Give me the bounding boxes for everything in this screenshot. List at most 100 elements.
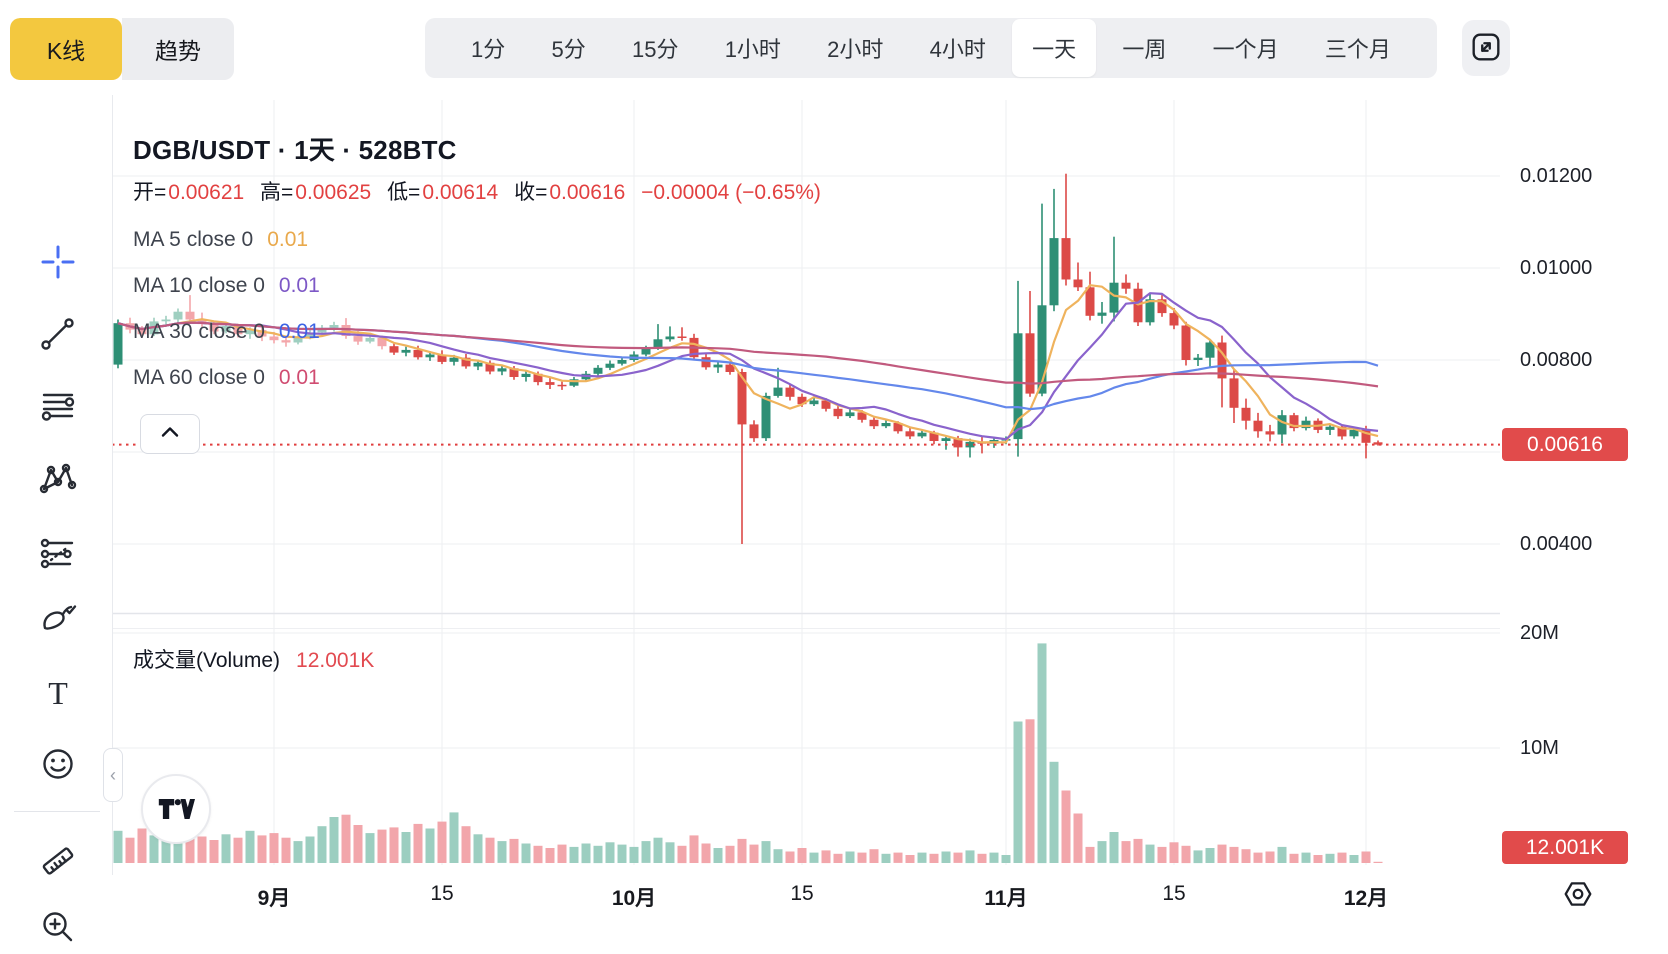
tool-brush-button[interactable] — [34, 594, 82, 642]
crosshair-icon — [38, 242, 78, 285]
timeframe-一天[interactable]: 一天 — [1012, 19, 1097, 77]
timeframe-5分[interactable]: 5分 — [531, 19, 605, 77]
volume-bar — [485, 837, 495, 863]
vertical-grid — [273, 100, 1367, 865]
kline-button[interactable]: K线 — [10, 18, 122, 80]
volume-bar — [437, 821, 447, 863]
volume-bar — [317, 826, 327, 863]
tool-emoji-button[interactable] — [34, 741, 82, 789]
volume-bar — [869, 849, 879, 863]
volume-legend: 成交量(Volume) 12.001K — [133, 644, 374, 674]
tool-trend-line-button[interactable] — [34, 311, 82, 359]
volume-bar — [977, 853, 987, 863]
candle — [845, 409, 855, 418]
timeframe-1小时[interactable]: 1小时 — [705, 19, 801, 77]
volume-bar — [449, 812, 459, 863]
toolbar-collapse-handle[interactable]: ‹ — [103, 748, 123, 802]
time-axis-label: 15 — [1162, 882, 1186, 905]
volume-bar — [605, 842, 615, 863]
timeframe-1分[interactable]: 1分 — [451, 19, 525, 77]
ma-row-60: MA 60 close 0 0.01 — [133, 355, 320, 401]
volume-bar — [1337, 852, 1347, 863]
volume-bar — [1241, 849, 1251, 863]
candle — [461, 354, 471, 369]
volume-bar — [989, 852, 999, 863]
volume-bar — [1049, 761, 1059, 863]
fib-lines-icon — [38, 386, 78, 429]
open-value: 0.00621 — [168, 181, 245, 204]
volume-bar — [941, 851, 951, 863]
legend-collapse-button[interactable] — [140, 414, 200, 454]
tool-text-button[interactable]: T — [34, 671, 82, 719]
volume-bar — [1265, 851, 1275, 863]
ma-value: 0.01 — [278, 366, 320, 389]
candle — [785, 383, 795, 401]
ma-label: MA 10 close 0 — [133, 274, 265, 297]
candle — [1181, 321, 1191, 366]
candle — [593, 365, 603, 376]
trend-button[interactable]: 趋势 — [122, 18, 234, 80]
timeframe-三个月[interactable]: 三个月 — [1305, 19, 1411, 77]
candle — [1373, 440, 1383, 446]
candle — [1289, 412, 1299, 432]
time-axis-label: 11月 — [984, 887, 1028, 910]
volume-bar — [1217, 844, 1227, 863]
candle — [749, 420, 759, 442]
volume-bar — [305, 836, 315, 863]
xabcd-pattern-icon — [38, 459, 78, 502]
candle — [545, 377, 555, 389]
candle — [809, 397, 819, 406]
volume-bar — [557, 844, 567, 863]
open-label: 开= — [133, 181, 167, 204]
volume-bar — [341, 814, 351, 863]
tool-ruler-button[interactable] — [34, 837, 82, 885]
timeframe-一周[interactable]: 一周 — [1102, 19, 1186, 77]
price-axis-label: 0.01200 — [1520, 165, 1593, 187]
volume-bar — [281, 837, 291, 863]
timeframe-4小时[interactable]: 4小时 — [910, 19, 1006, 77]
candle — [965, 438, 975, 458]
volume-bar — [665, 842, 675, 863]
volume-bar — [1193, 850, 1203, 864]
volume-bar — [497, 841, 507, 863]
tool-zoom-in-button[interactable] — [34, 904, 82, 952]
volume-bar — [533, 845, 543, 864]
candle — [1265, 424, 1275, 442]
timeframe-一个月[interactable]: 一个月 — [1193, 19, 1299, 77]
volume-bar — [1169, 842, 1179, 863]
volume-bar — [737, 838, 747, 864]
ma-value: 0.01 — [278, 274, 320, 297]
candle — [257, 326, 267, 342]
emoji-icon — [38, 744, 78, 787]
candle — [293, 333, 303, 345]
tool-crosshair-button[interactable] — [34, 239, 82, 287]
ma-label: MA 5 close 0 — [133, 228, 254, 251]
volume-bar — [425, 828, 435, 863]
candle — [869, 416, 879, 429]
tradingview-logo[interactable] — [141, 774, 211, 844]
volume-bar — [173, 826, 183, 863]
volume-bar — [257, 835, 267, 863]
candle — [773, 367, 783, 398]
candle — [1025, 291, 1035, 397]
timeframe-15分[interactable]: 15分 — [612, 19, 698, 77]
volume-bar — [293, 841, 303, 863]
fullscreen-button[interactable] — [1462, 20, 1510, 76]
tool-projection-button[interactable] — [34, 530, 82, 578]
horizontal-grid — [112, 175, 1500, 749]
volume-bar — [329, 817, 339, 863]
volume-bar — [221, 834, 231, 864]
tool-fib-lines-button[interactable] — [34, 383, 82, 431]
candle — [485, 360, 495, 375]
ma-row-30: MA 30 close 0 0.01 — [133, 309, 320, 355]
timeframe-2小时[interactable]: 2小时 — [807, 19, 903, 77]
high-label: 高= — [260, 181, 294, 204]
ma-label: MA 30 close 0 — [133, 320, 265, 343]
tool-xabcd-pattern-button[interactable] — [34, 456, 82, 504]
candle — [1253, 412, 1263, 438]
settings-button[interactable] — [1557, 876, 1599, 914]
volume-bar — [1349, 855, 1359, 863]
volume-bar — [1121, 841, 1131, 863]
volume-bar — [821, 850, 831, 864]
